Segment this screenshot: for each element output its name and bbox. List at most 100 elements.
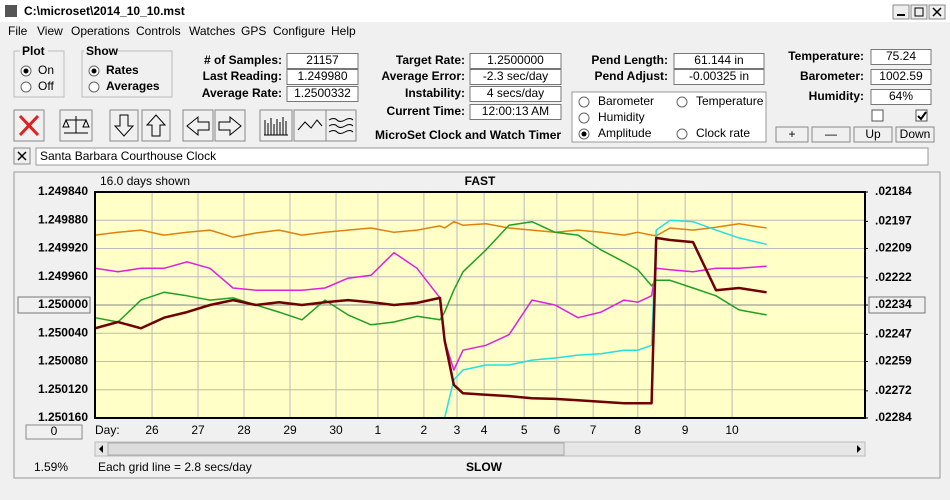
- field-value: 12:00:13 AM: [482, 104, 549, 118]
- checkbox[interactable]: [871, 109, 884, 122]
- menu-item[interactable]: Watches: [189, 24, 235, 38]
- legend-label[interactable]: Amplitude: [598, 126, 652, 140]
- menu-item[interactable]: GPS: [241, 24, 266, 38]
- menu-item[interactable]: Operations: [71, 24, 130, 38]
- legend-label[interactable]: Humidity: [598, 110, 645, 124]
- y-tick-label: 1.249880: [38, 212, 88, 226]
- y2-reference-button[interactable]: [868, 296, 926, 314]
- option-label[interactable]: Off: [38, 79, 54, 93]
- field-box: [469, 53, 562, 69]
- menu-bar: File View Operations Controls Watches GPS Conf…: [8, 24, 356, 38]
- field-label: Humidity:: [809, 89, 864, 103]
- legend-label[interactable]: Clock rate: [696, 126, 750, 140]
- title-bar: [0, 0, 950, 22]
- up-icon: [145, 114, 167, 137]
- series-radios: Barometer Temperature Humidity Amplitude Clo…: [578, 94, 764, 140]
- field-box: [673, 53, 765, 69]
- radio-button[interactable]: [676, 128, 688, 140]
- y2-tick-label: .02184: [875, 184, 912, 198]
- radio-dot: [91, 68, 97, 74]
- y2-tick-label: .02234: [875, 297, 912, 311]
- y-tick-label: 1.250120: [38, 382, 88, 396]
- x-tick-label: 7: [590, 423, 597, 437]
- y2-tick-label: .02247: [875, 327, 912, 341]
- field-box: [870, 49, 932, 65]
- adjust-button[interactable]: [811, 126, 851, 143]
- adjust-button-label: +: [788, 127, 795, 141]
- y-tick-label: 1.249960: [38, 269, 88, 283]
- wave-button[interactable]: [293, 109, 327, 142]
- legend-label[interactable]: Barometer: [598, 94, 654, 108]
- app-caption: MicroSet Clock and Watch Timer: [375, 128, 561, 142]
- menu-item[interactable]: File: [8, 24, 28, 38]
- adjust-button[interactable]: [775, 126, 809, 143]
- scroll-left[interactable]: [99, 445, 103, 453]
- field-value: 1.249980: [297, 69, 347, 83]
- option-label[interactable]: Averages: [106, 79, 160, 93]
- wave-icon: [297, 119, 323, 131]
- legend-label[interactable]: Temperature: [696, 94, 764, 108]
- y2-tick-label: .02259: [875, 354, 912, 368]
- adjust-button[interactable]: [853, 126, 893, 143]
- series-line: [94, 220, 767, 238]
- minimize-button[interactable]: [892, 4, 910, 20]
- radio-button[interactable]: [578, 112, 590, 124]
- window-controls[interactable]: [892, 4, 946, 20]
- y-tick-label: 1.249840: [38, 184, 88, 198]
- radio-button[interactable]: [20, 81, 32, 93]
- menu-item[interactable]: View: [37, 24, 63, 38]
- plot-group-title-bg: [20, 46, 48, 56]
- field-box: [870, 89, 932, 105]
- adjust-button-label: Up: [865, 127, 881, 141]
- radio-button[interactable]: [676, 96, 688, 108]
- radio-button[interactable]: [88, 81, 100, 93]
- fast-label: FAST: [465, 174, 496, 188]
- right-icon: [218, 115, 242, 137]
- clock-name-box[interactable]: [35, 147, 929, 166]
- radio-button[interactable]: [578, 96, 590, 108]
- x-tick-label: 4: [481, 423, 488, 437]
- field-box: [870, 69, 932, 85]
- option-label[interactable]: On: [38, 63, 54, 77]
- x-tick-label: 3: [454, 423, 461, 437]
- field-value: 64%: [889, 89, 913, 103]
- offset-button[interactable]: [25, 424, 83, 440]
- field-label: Last Reading:: [203, 69, 282, 83]
- window-title: C:\microset\2014_10_10.mst: [24, 4, 185, 18]
- y-tick-label: 1.249920: [38, 241, 88, 255]
- option-label[interactable]: Rates: [106, 63, 139, 77]
- field-value: 61.144 in: [694, 53, 743, 67]
- field-box: [673, 69, 765, 85]
- menu-item[interactable]: Configure: [273, 24, 325, 38]
- x-tick-label: 6: [553, 423, 560, 437]
- field-label: Average Rate:: [202, 86, 282, 100]
- y-reference-button[interactable]: [17, 296, 91, 314]
- scroll-thumb[interactable]: [107, 442, 565, 456]
- y2-tick-label: .02284: [875, 410, 912, 424]
- stop-icon: [18, 114, 40, 137]
- adjust-button-label: —: [825, 127, 837, 141]
- field-box: [469, 104, 562, 120]
- maximize-icon: [914, 7, 924, 17]
- clear-icon: [17, 151, 27, 161]
- x-tick-label: 30: [329, 423, 343, 437]
- y-tick-label: 1.250000: [38, 297, 88, 311]
- plot-group-title: Plot: [22, 44, 45, 58]
- show-group-title: Show: [86, 44, 119, 58]
- adjust-button[interactable]: [895, 126, 935, 143]
- show-group-box: [81, 50, 173, 98]
- maximize-button[interactable]: [910, 4, 928, 20]
- menu-item[interactable]: Controls: [136, 24, 181, 38]
- field-label: Target Rate:: [396, 53, 465, 67]
- scroll-right[interactable]: [857, 445, 861, 453]
- scale-icon: [62, 116, 90, 134]
- field-box: [286, 69, 359, 85]
- plot-border: [94, 191, 866, 419]
- menu-item[interactable]: Help: [331, 24, 356, 38]
- checkbox[interactable]: [915, 109, 928, 122]
- field-value: 21157: [306, 53, 339, 67]
- series-selector: [571, 91, 767, 143]
- days-shown: 16.0 days shown: [100, 174, 190, 188]
- waves-icon: [328, 118, 354, 134]
